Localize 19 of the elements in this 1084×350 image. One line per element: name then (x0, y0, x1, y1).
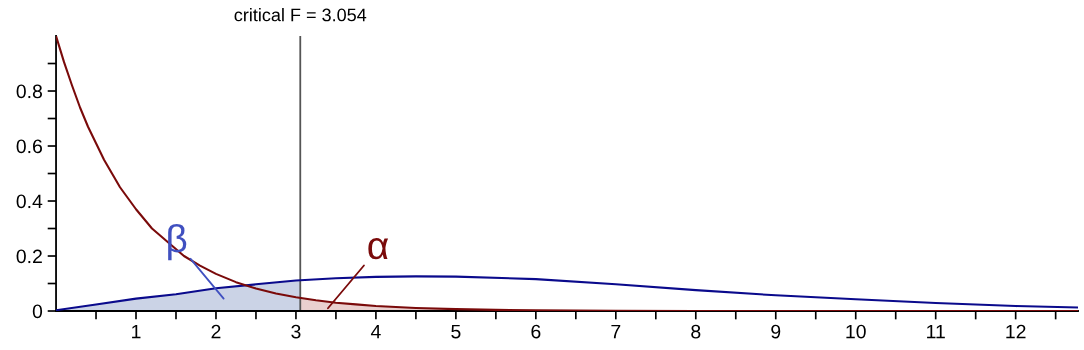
y-tick-label: 0 (32, 304, 43, 319)
x-tick-label: 10 (846, 324, 866, 339)
y-tick-label: 0.8 (16, 84, 43, 99)
x-tick-label: 3 (291, 324, 301, 339)
x-tick-label: 9 (771, 324, 781, 339)
x-tick-label: 11 (927, 324, 945, 339)
y-tick-label: 0.6 (16, 139, 42, 154)
annotation: α (368, 238, 389, 260)
x-tick-label: 7 (611, 324, 621, 339)
y-tick-label: 0.4 (16, 194, 43, 209)
x-tick-label: 5 (451, 324, 461, 339)
x-tick-label: 12 (1006, 324, 1026, 339)
x-tick-label: 8 (691, 324, 701, 339)
ref-line-label: critical F = 3.054 (234, 8, 367, 22)
x-tick-label: 4 (370, 324, 381, 339)
y-tick-label: 0.2 (16, 249, 42, 264)
x-tick-label: 2 (211, 324, 221, 339)
x-tick-label: 1 (132, 324, 141, 339)
x-tick-label: 6 (531, 324, 541, 339)
